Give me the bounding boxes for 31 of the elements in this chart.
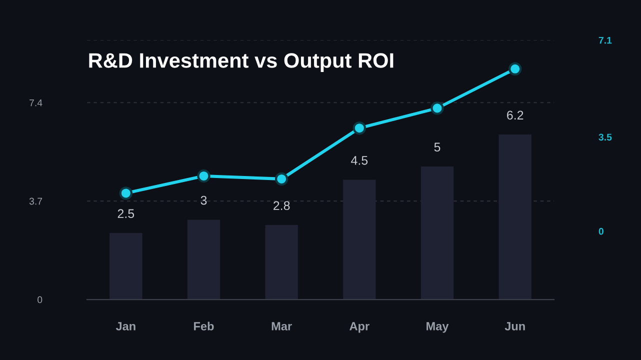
bar (187, 220, 220, 300)
data-label: 6.2 (507, 110, 524, 120)
bar (498, 134, 532, 300)
x-tick-label: May (426, 322, 449, 333)
bar (420, 166, 454, 300)
y2-tick-label: 3.5 (598, 134, 612, 141)
point (274, 172, 288, 186)
point (197, 169, 210, 183)
point (508, 62, 522, 76)
data-label: 2.5 (118, 209, 134, 218)
y-tick-label: 3.7 (29, 198, 42, 205)
x-tick-label: Mar (272, 322, 292, 330)
data-label: 4.5 (351, 156, 368, 165)
y-tick-label: 0 (38, 296, 42, 304)
x-tick-label: Feb (194, 322, 214, 330)
data-label: 5 (434, 142, 440, 152)
x-tick-label: Apr (350, 322, 370, 333)
bar (265, 225, 298, 300)
text: R&D Investment vs Output ROI (89, 53, 394, 72)
data-label: 2.8 (274, 201, 290, 210)
bar (343, 180, 376, 300)
bar (110, 233, 142, 300)
x-tick-label: Jun (504, 322, 525, 330)
data-label: 3 (200, 196, 207, 205)
y-tick-label: 7.4 (30, 99, 42, 106)
x-tick-label: Jan (116, 322, 136, 330)
y2-tick-label: 7.1 (598, 36, 612, 44)
point (352, 122, 366, 135)
point (119, 186, 133, 200)
y2-tick-label: 0 (598, 228, 604, 235)
point (430, 102, 444, 115)
